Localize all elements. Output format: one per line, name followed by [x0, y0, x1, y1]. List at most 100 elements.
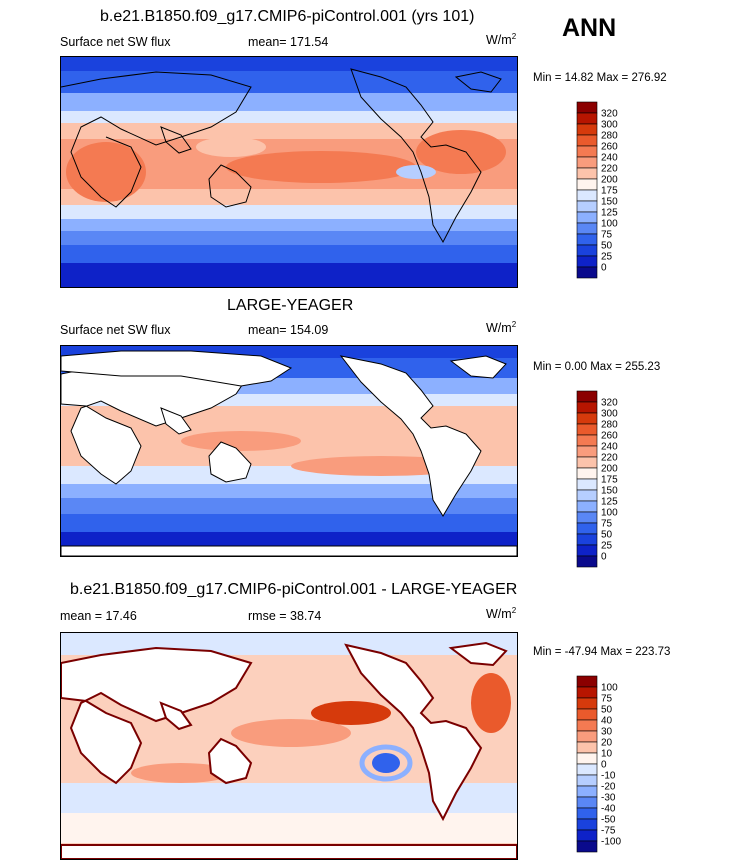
colorbar-swatch [576, 134, 598, 147]
panel-2-left-label: Surface net SW flux [60, 323, 171, 337]
patch-atlantic [471, 673, 511, 733]
colorbar-swatch [576, 189, 598, 202]
colorbar-tick-label: 280 [601, 131, 618, 142]
colorbar-tick-label: -20 [601, 782, 616, 793]
colorbar-tick-label: 320 [601, 398, 618, 409]
patch-africa [66, 142, 146, 202]
colorbar-tick-label: 40 [601, 716, 613, 727]
colorbar-tick-label: 320 [601, 109, 618, 120]
colorbar-swatch [576, 697, 598, 710]
colorbar-swatch [576, 244, 598, 257]
panel-3-map [60, 632, 518, 860]
colorbar-tick-label: -75 [601, 826, 616, 837]
colorbar-swatch [576, 500, 598, 513]
season-label: ANN [562, 14, 617, 42]
colorbar-tick-label: 300 [601, 409, 618, 420]
colorbar-swatch [576, 686, 598, 699]
colorbar-tick-label: 220 [601, 164, 618, 175]
panel-3-title: b.e21.B1850.f09_g17.CMIP6-piControl.001 … [70, 581, 518, 598]
diff-polar [61, 813, 517, 843]
band-s-high2 [61, 245, 517, 263]
colorbar-tick-label: 200 [601, 175, 618, 186]
colorbar-swatch [576, 818, 598, 831]
colorbar-swatch [576, 445, 598, 458]
colorbar-swatch [576, 730, 598, 743]
colorbar-tick-label: 240 [601, 442, 618, 453]
colorbar-tick-label: 260 [601, 142, 618, 153]
colorbar-swatch [576, 200, 598, 213]
colorbar-swatch [576, 211, 598, 224]
panel-3-colorbar: 100 75 50 40 30 20 10 0 -10 -20 -30 -40 -50 -75 -100 [576, 675, 621, 853]
panel-1-minmax: Min = 14.82 Max = 276.92 [533, 72, 667, 84]
colorbar-swatch [576, 544, 598, 557]
band-s-sub [61, 189, 517, 205]
colorbar-tick-label: 100 [601, 508, 618, 519]
colorbar-swatch [576, 101, 598, 114]
band-s-mid2 [61, 219, 517, 231]
colorbar-tick-label: -40 [601, 804, 616, 815]
band-s-high1 [61, 231, 517, 245]
colorbar-swatch [576, 390, 598, 403]
colorbar-swatch [576, 555, 598, 568]
band-n-trop [61, 123, 517, 139]
colorbar-tick-label: 0 [601, 263, 607, 274]
band-n-high [61, 71, 517, 93]
colorbar-swatch [576, 774, 598, 787]
colorbar-swatch [576, 156, 598, 169]
panel-2-land [61, 350, 517, 556]
band-n-mid [61, 93, 517, 111]
colorbar-tick-label: 100 [601, 683, 618, 694]
colorbar-tick-label: 175 [601, 186, 618, 197]
panel-1-coastlines [61, 68, 502, 244]
patch-strato [396, 165, 436, 179]
patch-neg-ring [359, 744, 413, 782]
colorbar-tick-label: 175 [601, 475, 618, 486]
patch-indian [181, 431, 301, 451]
colorbar-tick-label: 75 [601, 519, 613, 530]
panel-2-units: W/m2 [486, 319, 517, 335]
panel-3-land [61, 641, 517, 859]
colorbar-tick-label: 30 [601, 727, 613, 738]
band-s-mid1 [61, 205, 517, 219]
colorbar-tick-label: 0 [601, 760, 607, 771]
band-s-mid [61, 484, 517, 498]
band-s-high1 [61, 498, 517, 514]
patch-strato-pacific [311, 701, 391, 725]
panel-1-map-svg [61, 57, 517, 287]
colorbar-tick-label: 50 [601, 705, 613, 716]
colorbar-tick-label: 200 [601, 464, 618, 475]
panel-2-colorbar: 320 300 280 260 240 220 200 175 150 125 100 75 50 25 0 [576, 390, 618, 568]
panel-3-mean-label: mean = 17.46 [60, 609, 137, 623]
colorbar-tick-label: 25 [601, 252, 613, 263]
colorbar-swatch [576, 112, 598, 125]
panel-3-rmse-label: rmse = 38.74 [248, 609, 322, 623]
colorbar-swatch [576, 167, 598, 180]
colorbar-swatch [576, 511, 598, 524]
colorbar-swatch [576, 456, 598, 469]
colorbar-tick-label: 240 [601, 153, 618, 164]
colorbar-swatch [576, 752, 598, 765]
colorbar-swatch [576, 489, 598, 502]
panel-1-title: b.e21.B1850.f09_g17.CMIP6-piControl.001 … [100, 8, 475, 25]
band-arctic [61, 57, 517, 71]
colorbar-swatch [576, 741, 598, 754]
colorbar-swatch [576, 178, 598, 191]
colorbar-swatch [576, 145, 598, 158]
panel-2-minmax: Min = 0.00 Max = 255.23 [533, 361, 661, 373]
colorbar-swatch [576, 840, 598, 853]
colorbar-tick-label: -50 [601, 815, 616, 826]
colorbar-swatch [576, 434, 598, 447]
colorbar-tick-label: 220 [601, 453, 618, 464]
colorbar-tick-label: -10 [601, 771, 616, 782]
panel-3-minmax: Min = -47.94 Max = 223.73 [533, 646, 671, 658]
colorbar-tick-label: -30 [601, 793, 616, 804]
panel-2-center-label: mean= 154.09 [248, 323, 329, 337]
colorbar-swatch [576, 533, 598, 546]
colorbar-tick-label: 150 [601, 197, 618, 208]
colorbar-tick-label: 75 [601, 694, 613, 705]
colorbar-tick-label: 10 [601, 749, 613, 760]
patch-indian [131, 763, 231, 783]
